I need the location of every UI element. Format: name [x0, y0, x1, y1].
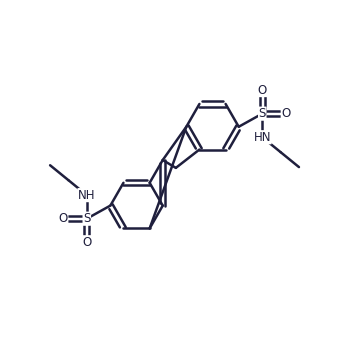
- Text: O: O: [281, 107, 290, 120]
- Text: O: O: [58, 212, 68, 225]
- Text: O: O: [258, 84, 267, 97]
- Text: O: O: [82, 236, 91, 249]
- Text: S: S: [83, 212, 91, 225]
- Text: NH: NH: [78, 189, 96, 201]
- Text: S: S: [259, 107, 266, 120]
- Text: HN: HN: [254, 131, 271, 144]
